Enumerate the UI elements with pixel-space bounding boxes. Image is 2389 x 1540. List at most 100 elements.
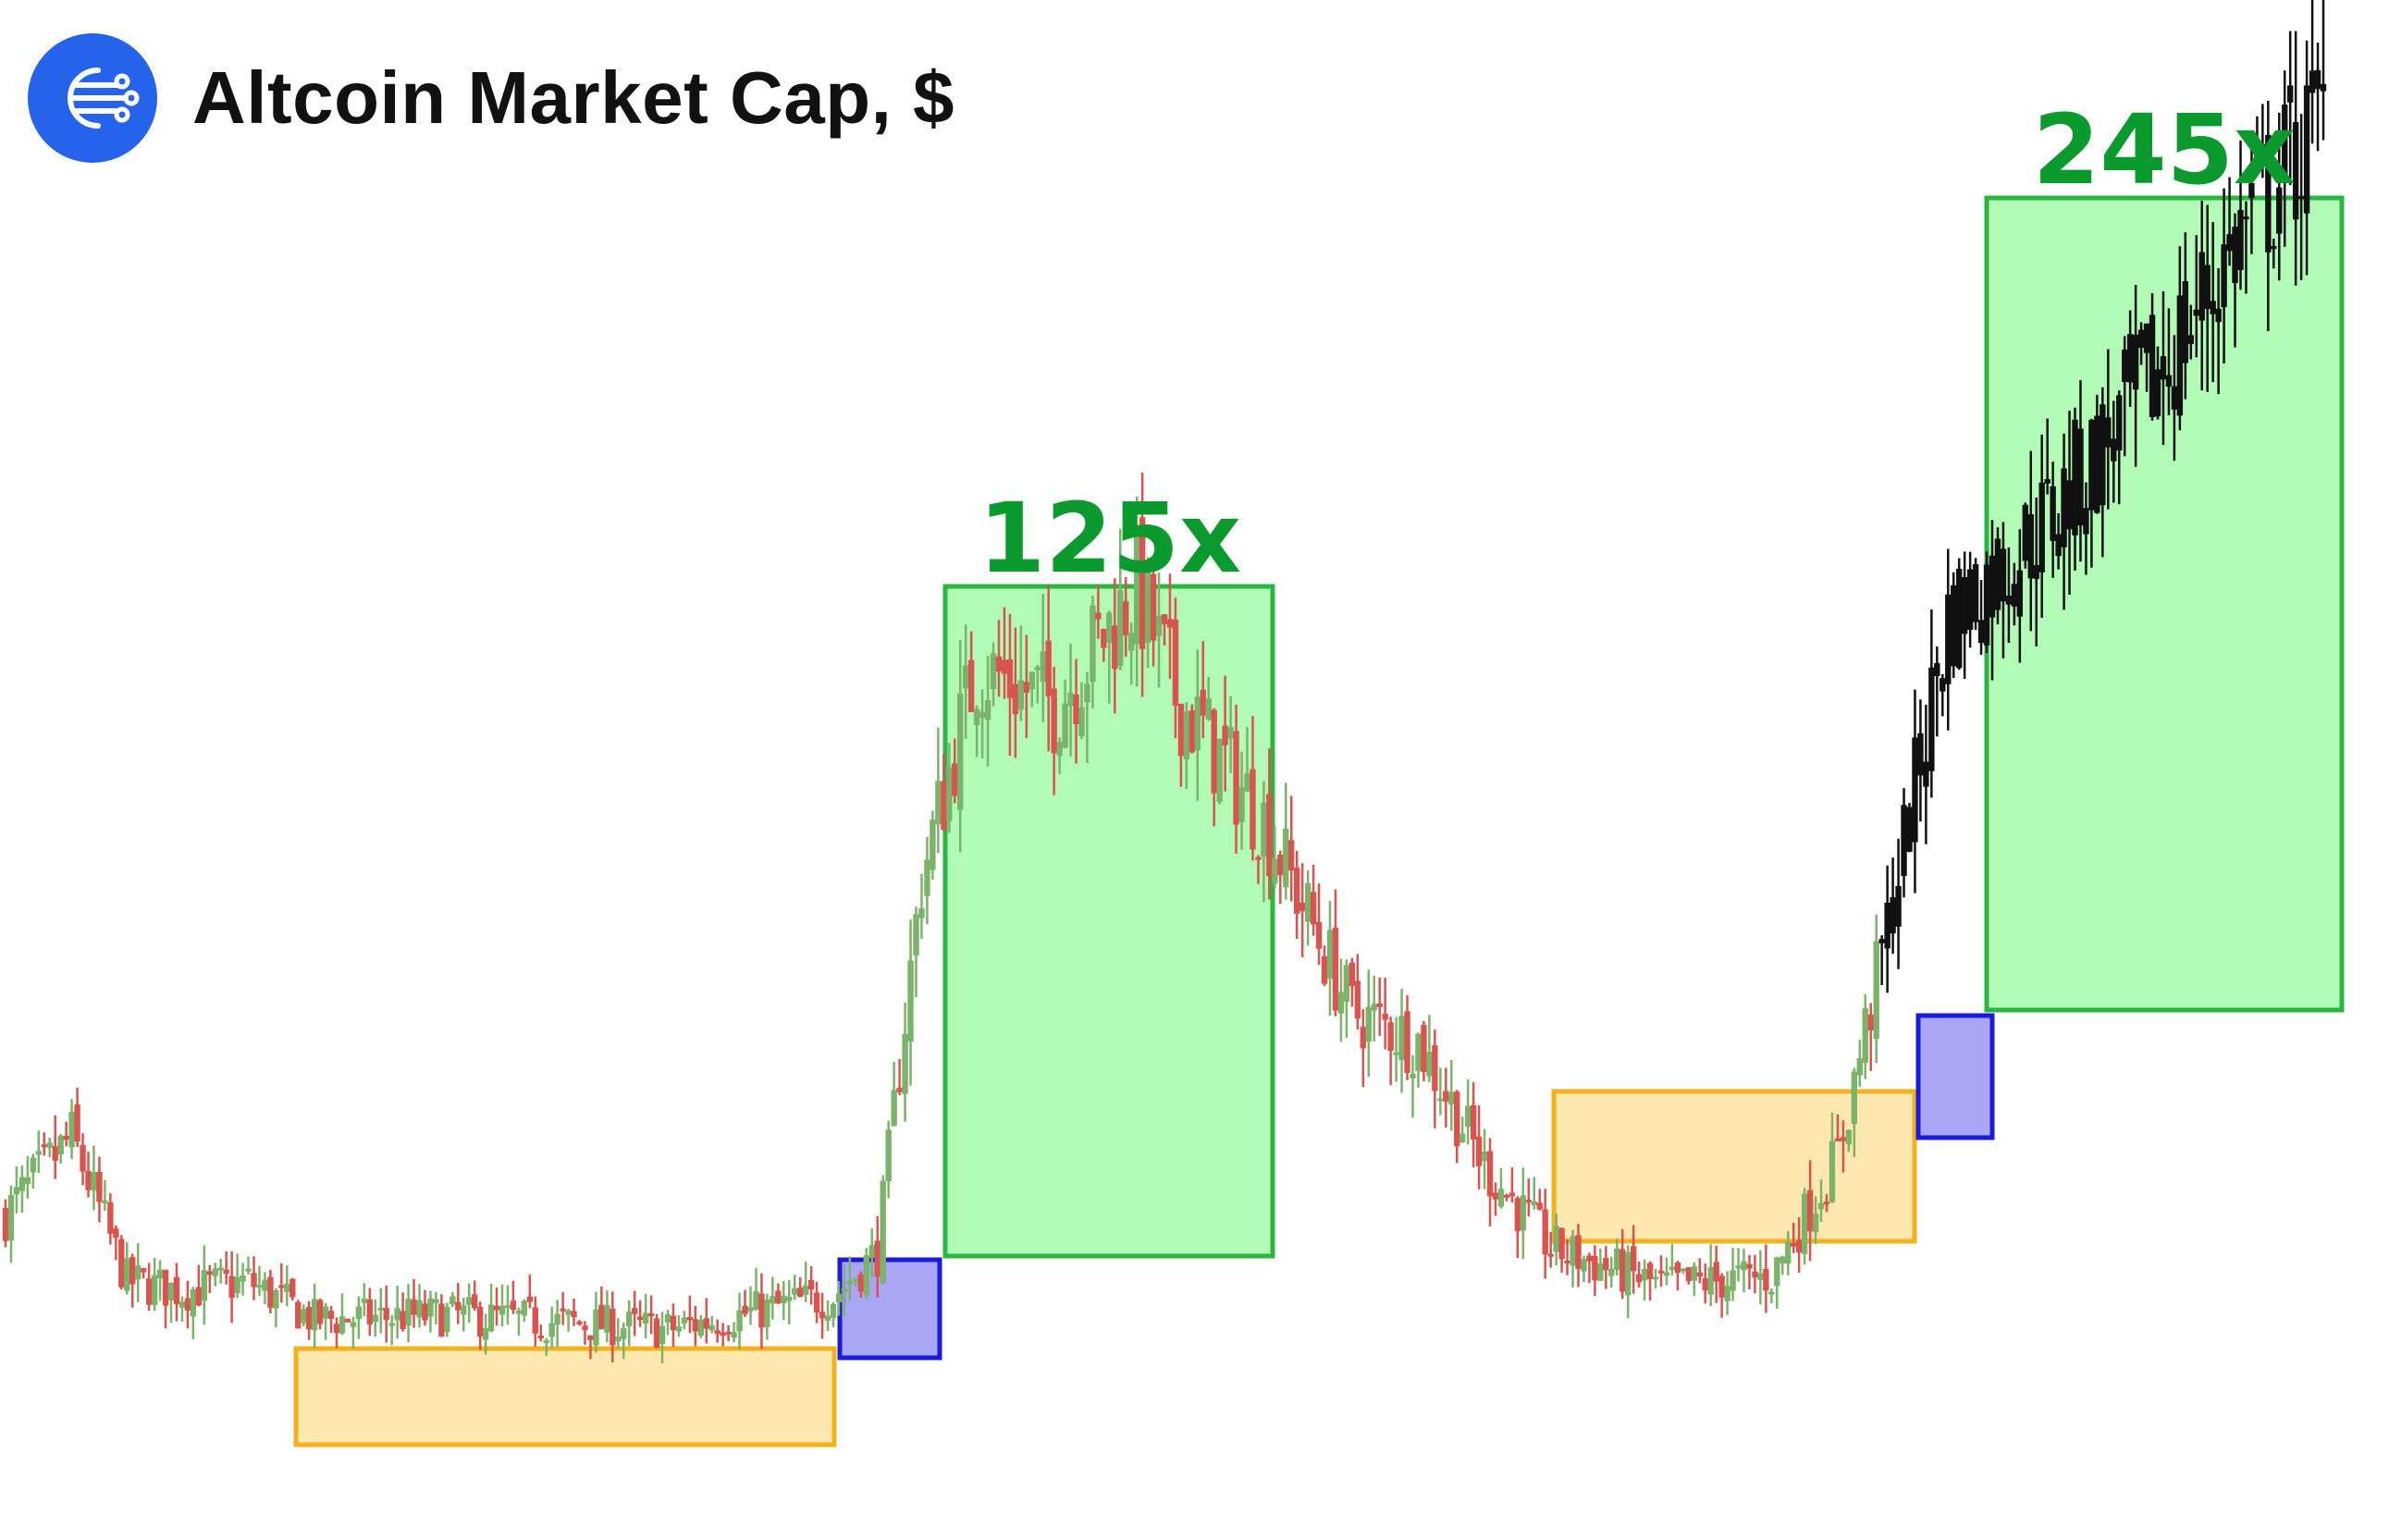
candle-body [880,1180,886,1284]
candle-body [1945,594,1952,684]
candle-body [245,1268,252,1272]
candle-body [1791,1242,1797,1247]
candle-body [1216,738,1223,802]
candle-body [118,1238,125,1287]
candle-body [1901,805,1907,876]
candle-body [455,1301,462,1311]
candle-body [1923,761,1929,787]
candle-body [1101,629,1107,648]
candle-body [2094,415,2100,513]
breakout-zone-2 [1915,1013,1995,1140]
candle-body [2016,570,2024,617]
candle-body [830,1303,837,1319]
candle-body [1718,1275,1725,1298]
candle-body [129,1257,136,1285]
candle-body [295,1301,302,1329]
candle-body [151,1275,158,1305]
candle-body [184,1298,191,1311]
candle-body [68,1111,75,1148]
candle-body [1635,1274,1643,1283]
candle-body [74,1104,80,1142]
candle-body [1940,678,1946,692]
candle-body [1707,1267,1714,1295]
candle-body [1299,902,1306,912]
candle-body [770,1296,776,1304]
candle-body [1972,563,1979,622]
candle-body [1051,688,1057,754]
candle-body [1459,1133,1466,1143]
candle-body [1845,1129,1853,1145]
candle-body [653,1318,660,1349]
candle-body [2303,85,2310,214]
candle-body [1553,1226,1559,1252]
candle-body [1415,1033,1422,1071]
candle-body [1315,921,1323,949]
candle-body [2297,196,2305,200]
candle-body [2210,301,2216,314]
candle-body [532,1307,538,1334]
candle-body [267,1276,274,1308]
candle-body [400,1311,406,1330]
candle-body [35,1151,42,1155]
candle-body [179,1301,186,1308]
candle-body [124,1258,130,1291]
candle-body [813,1292,820,1313]
candle-body [725,1331,732,1335]
candle-body [1525,1200,1532,1203]
candle-body [366,1299,373,1324]
candle-body [1795,1239,1803,1253]
candle-body [1862,1008,1868,1064]
candle-body [394,1308,400,1321]
candle-body [2182,281,2189,363]
candle-body [1917,733,1924,776]
candle-body [449,1296,456,1305]
candle-body [1266,794,1273,877]
candle-body [284,1283,290,1292]
candle-body [1128,633,1135,651]
candle-body [1398,1016,1405,1061]
candle-body [967,659,975,712]
candle-body [438,1303,445,1337]
candle-body [1989,555,1996,618]
candle-body [1056,742,1063,757]
candle-body [1337,992,1345,1014]
accumulation-zone-1 [293,1346,837,1448]
candle-body [2314,69,2321,90]
candle-body [1188,710,1196,753]
candle-body [1475,1136,1483,1166]
candle-body [510,1300,517,1311]
candle-body [1150,573,1157,641]
candle-body [1233,731,1239,825]
candle-body [1283,828,1289,888]
chart-title: Altcoin Market Cap, $ [192,56,955,139]
candle-body [1067,692,1074,707]
candle-body [846,1281,854,1285]
candle-body [2237,210,2244,271]
candle-body [2,1207,9,1241]
candle-body [548,1323,555,1337]
candle-body [984,700,991,721]
candle-body [2088,419,2095,511]
candle-body [1531,1201,1537,1206]
candle-body [316,1300,324,1324]
candle-body [2165,375,2173,387]
candle-body [610,1308,616,1346]
candle-body [433,1299,439,1303]
candle-body [786,1297,793,1301]
candle-body [240,1275,246,1282]
candle-body [758,1293,765,1328]
candle-body [885,1129,892,1181]
candle-body [1028,671,1035,690]
candle-body [1023,682,1030,693]
candle-body [720,1332,726,1337]
candle-body [835,1293,843,1303]
candle-body [957,693,964,810]
candle-body [1272,858,1278,884]
candle-body [2116,395,2123,450]
candle-body [2204,265,2210,309]
candle-body [1829,1140,1836,1202]
candle-body [1757,1273,1764,1280]
candle-body [1078,707,1085,736]
candle-body [2309,70,2316,93]
